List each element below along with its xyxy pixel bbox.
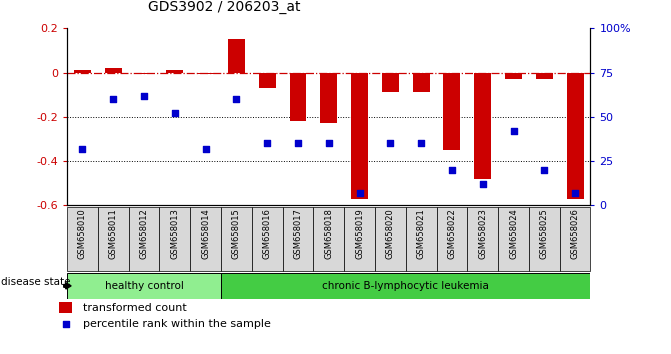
Text: GSM658013: GSM658013: [170, 209, 179, 259]
Text: GSM658016: GSM658016: [263, 209, 272, 259]
Bar: [259, 73, 276, 88]
Text: GSM658011: GSM658011: [109, 209, 118, 259]
Text: GSM658024: GSM658024: [509, 209, 518, 259]
Point: [354, 190, 365, 196]
Text: GSM658021: GSM658021: [417, 209, 425, 259]
Bar: [191, 207, 221, 271]
Text: transformed count: transformed count: [83, 303, 187, 313]
Point: [262, 141, 272, 146]
Text: GSM658019: GSM658019: [355, 209, 364, 259]
Bar: [560, 207, 590, 271]
Bar: [320, 73, 338, 124]
Point: [508, 128, 519, 134]
Text: healthy control: healthy control: [105, 281, 183, 291]
Text: GSM658023: GSM658023: [478, 209, 487, 259]
Bar: [197, 73, 214, 74]
Point: [447, 167, 458, 173]
Point: [539, 167, 550, 173]
Text: GSM658010: GSM658010: [78, 209, 87, 259]
Bar: [536, 73, 553, 79]
Bar: [413, 73, 429, 92]
Point: [108, 96, 119, 102]
Bar: [98, 207, 129, 271]
Point: [293, 141, 303, 146]
Bar: [129, 207, 160, 271]
Bar: [351, 73, 368, 199]
Point: [77, 146, 88, 152]
Text: GSM658020: GSM658020: [386, 209, 395, 259]
Bar: [74, 70, 91, 73]
Bar: [166, 70, 183, 73]
Text: chronic B-lymphocytic leukemia: chronic B-lymphocytic leukemia: [322, 281, 489, 291]
Bar: [221, 207, 252, 271]
Bar: [437, 207, 467, 271]
Bar: [252, 207, 282, 271]
Bar: [221, 273, 590, 299]
Bar: [529, 207, 560, 271]
Bar: [136, 73, 152, 74]
Text: disease state: disease state: [1, 277, 70, 287]
Bar: [566, 73, 584, 199]
Point: [429, 249, 440, 254]
Text: GSM658022: GSM658022: [448, 209, 456, 259]
Text: percentile rank within the sample: percentile rank within the sample: [83, 319, 271, 329]
Bar: [505, 73, 522, 79]
Text: GSM658017: GSM658017: [293, 209, 303, 259]
Bar: [498, 207, 529, 271]
Bar: [67, 273, 221, 299]
Point: [200, 146, 211, 152]
Bar: [282, 207, 313, 271]
Bar: [444, 73, 460, 150]
Text: GDS3902 / 206203_at: GDS3902 / 206203_at: [148, 0, 301, 14]
Text: GSM658012: GSM658012: [140, 209, 148, 259]
Bar: [290, 73, 307, 121]
Text: GSM658025: GSM658025: [539, 209, 549, 259]
Bar: [382, 73, 399, 92]
Bar: [313, 207, 344, 271]
Bar: [406, 207, 437, 271]
Point: [139, 93, 150, 98]
Text: GSM658018: GSM658018: [324, 209, 333, 259]
Bar: [474, 73, 491, 179]
Bar: [59, 302, 72, 314]
Point: [323, 141, 334, 146]
Point: [477, 181, 488, 187]
Point: [416, 141, 427, 146]
Text: GSM658014: GSM658014: [201, 209, 210, 259]
Point: [231, 96, 242, 102]
Bar: [344, 207, 375, 271]
Point: [570, 190, 580, 196]
Text: GSM658026: GSM658026: [570, 209, 580, 259]
Text: GSM658015: GSM658015: [232, 209, 241, 259]
Bar: [375, 207, 406, 271]
Bar: [105, 68, 121, 73]
Bar: [467, 207, 498, 271]
Bar: [160, 207, 191, 271]
Bar: [228, 39, 245, 73]
Bar: [67, 207, 98, 271]
Point: [170, 110, 180, 116]
Point: [385, 141, 396, 146]
